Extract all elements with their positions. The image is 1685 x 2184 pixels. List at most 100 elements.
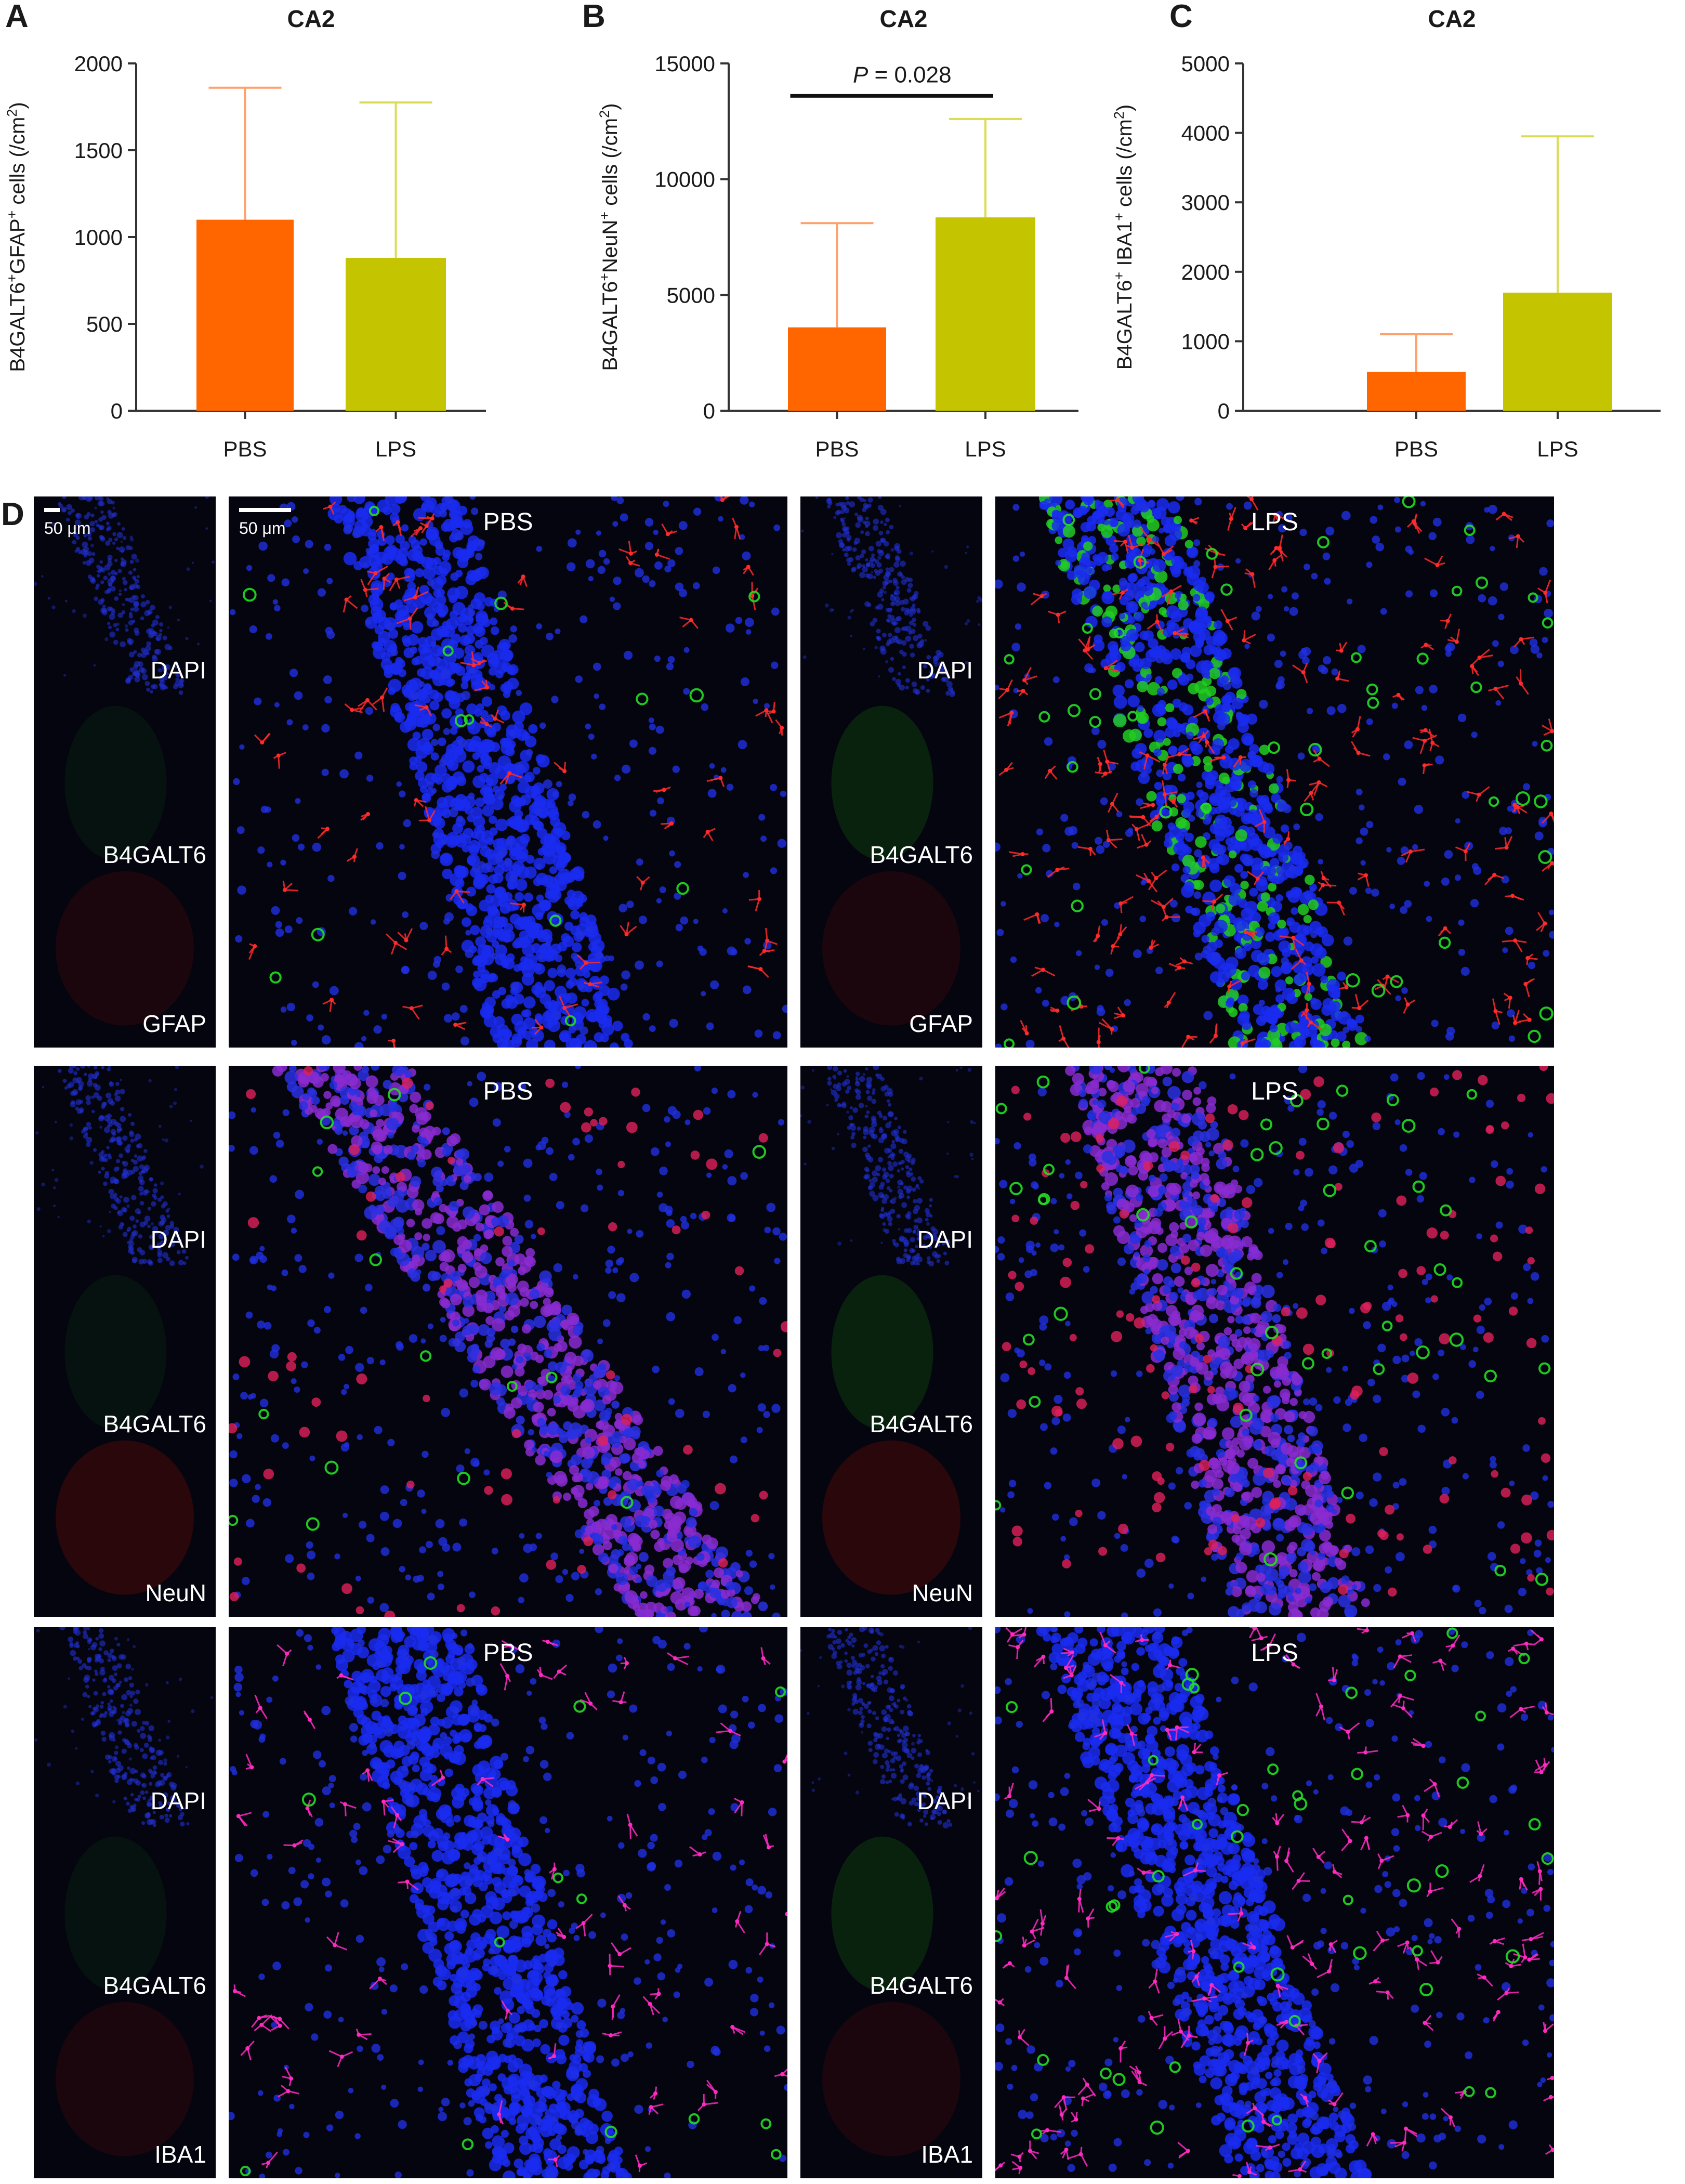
scattered-nuclei <box>995 1627 1554 2178</box>
micrograph-image <box>800 1627 982 2178</box>
marker-positive-cells <box>248 496 784 1048</box>
channel-label-b4galt6: B4GALT6 <box>103 841 206 868</box>
x-tick-label: LPS <box>1537 437 1578 461</box>
channel-label-dapi: DAPI <box>917 1226 973 1253</box>
y-tick-label: 0 <box>111 399 123 423</box>
channel-label-dapi: DAPI <box>151 657 206 684</box>
bar-lps <box>1503 292 1612 411</box>
channel-label-marker: NeuN <box>912 1579 973 1606</box>
micrograph-iba1-lps-small: DAPI B4GALT6 IBA1 <box>800 1627 982 2178</box>
micrograph-image <box>995 1627 1554 2178</box>
y-axis-label: B4GALT6+NeuN+ cells (/cm2) <box>597 103 622 371</box>
b4galt6-positive-cells <box>242 505 760 1027</box>
panel-letter: D <box>1 496 24 532</box>
b4galt6-positive-cells <box>995 1066 1551 1586</box>
channel-label-dapi: DAPI <box>917 657 973 684</box>
micrograph-background <box>34 496 216 1048</box>
chart-title: CA2 <box>1428 5 1476 32</box>
y-tick-label: 5000 <box>1181 51 1230 76</box>
dapi-channel-cells <box>35 1066 204 1266</box>
channel-label-dapi: DAPI <box>151 1226 206 1253</box>
micrograph-image <box>229 1066 787 1617</box>
dapi-channel-cells <box>801 496 982 697</box>
dapi-channel-cells <box>800 1627 980 1829</box>
x-tick-label: LPS <box>375 437 416 461</box>
p-value-label: P = 0.028 <box>853 62 952 87</box>
scale-bar <box>44 508 60 512</box>
scale-bar <box>239 508 291 512</box>
micrograph-iba1-lps-large: LPS <box>995 1627 1554 2178</box>
condition-label-lps: LPS <box>1251 1078 1298 1105</box>
b4galt6-channel-glow <box>831 705 933 860</box>
y-tick-label: 2000 <box>1181 260 1230 284</box>
channel-label-marker: GFAP <box>142 1010 206 1037</box>
condition-label-pbs: PBS <box>483 508 533 536</box>
chart-title: CA2 <box>879 5 927 32</box>
marker-channel-glow <box>56 871 194 1026</box>
marker-channel-glow <box>56 2002 194 2156</box>
b4galt6-positive-cells <box>240 1656 786 2177</box>
channel-label-b4galt6: B4GALT6 <box>870 1410 973 1437</box>
y-axis-label: B4GALT6+GFAP+ cells (/cm2) <box>4 102 29 372</box>
b4galt6-channel-glow <box>831 1275 933 1430</box>
y-tick-label: 1000 <box>74 225 123 250</box>
panel-d-micrographs: D DAPI B4GALT6 GFAP 50 μm PBS 50 μm DAPI B4GALT6… <box>1 496 1554 2178</box>
nuclei-band <box>331 1627 632 2178</box>
chart-panel-a: A CA2 0 500 1000 1500 2000 B4GALT6+GFAP+ cells … <box>4 0 486 461</box>
micrograph-gfap-lps-large: LPS <box>995 496 1554 1048</box>
micrograph-image <box>800 496 982 1048</box>
channel-label-marker: IBA1 <box>921 2141 973 2168</box>
nuclei-band <box>272 1066 768 1617</box>
bar-charts: A CA2 0 500 1000 1500 2000 B4GALT6+GFAP+ cells … <box>4 0 1661 461</box>
chart-title: CA2 <box>287 5 335 32</box>
marker-positive-cells <box>995 1627 1554 2178</box>
bar-lps <box>936 217 1035 411</box>
b4galt6-channel-glow <box>64 705 167 860</box>
scale-bar-label: 50 μm <box>44 519 91 538</box>
y-tick-label: 1000 <box>1181 329 1230 354</box>
micrograph-image <box>34 496 216 1048</box>
b4galt6-positive-cells <box>229 1088 767 1531</box>
micrograph-neun-lps-large: LPS <box>995 1066 1554 1617</box>
scattered-nuclei <box>229 1066 787 1617</box>
y-tick-label: 0 <box>703 399 715 423</box>
scattered-nuclei <box>229 1627 787 2178</box>
marker-channel-glow <box>822 1440 960 1595</box>
y-tick-label: 3000 <box>1181 190 1230 215</box>
chart-panel-c: C CA2 0 1000 2000 3000 4000 5000 B4GALT6+ IBA1+ … <box>1111 0 1661 461</box>
marker-positive-cells <box>232 1640 787 2172</box>
channel-label-b4galt6: B4GALT6 <box>103 1410 206 1437</box>
y-tick-label: 4000 <box>1181 121 1230 146</box>
b4galt6-channel-glow <box>831 1836 933 1991</box>
condition-label-lps: LPS <box>1251 508 1298 536</box>
y-tick-label: 5000 <box>667 283 715 307</box>
micrograph-image <box>34 1066 216 1617</box>
channel-label-marker: IBA1 <box>154 2141 206 2168</box>
bar-pbs <box>1367 372 1466 411</box>
panel-letter: C <box>1169 0 1193 34</box>
micrograph-gfap-pbs-large: PBS 50 μm <box>229 496 787 1048</box>
micrograph-image <box>229 496 787 1048</box>
b4galt6-positive-cells <box>1003 496 1554 1048</box>
nuclei-band <box>1036 1627 1372 2178</box>
condition-label-lps: LPS <box>1251 1639 1298 1667</box>
b4galt6-channel-glow <box>64 1836 167 1991</box>
bar-pbs <box>788 327 886 411</box>
micrograph-iba1-pbs-large: PBS <box>229 1627 787 2178</box>
marker-positive-cells <box>1002 1066 1554 1597</box>
marker-channel-glow <box>56 1440 194 1595</box>
channel-label-b4galt6: B4GALT6 <box>870 841 973 868</box>
micrograph-image <box>34 1627 216 2178</box>
b4galt6-positive-cells <box>995 1627 1554 2140</box>
micrograph-image <box>800 1066 982 1617</box>
micrograph-neun-pbs-small: DAPI B4GALT6 NeuN <box>34 1066 216 1617</box>
micrograph-neun-pbs-large: PBS <box>229 1066 787 1617</box>
nuclei-band <box>1065 1066 1370 1617</box>
channel-label-b4galt6: B4GALT6 <box>103 1972 206 1999</box>
nuclei-band <box>327 496 633 1048</box>
x-tick-label: PBS <box>1394 437 1438 461</box>
b4galt6-channel-glow <box>64 1275 167 1430</box>
dapi-channel-cells <box>800 1066 976 1266</box>
x-tick-label: LPS <box>965 437 1006 461</box>
channel-label-dapi: DAPI <box>917 1787 973 1814</box>
